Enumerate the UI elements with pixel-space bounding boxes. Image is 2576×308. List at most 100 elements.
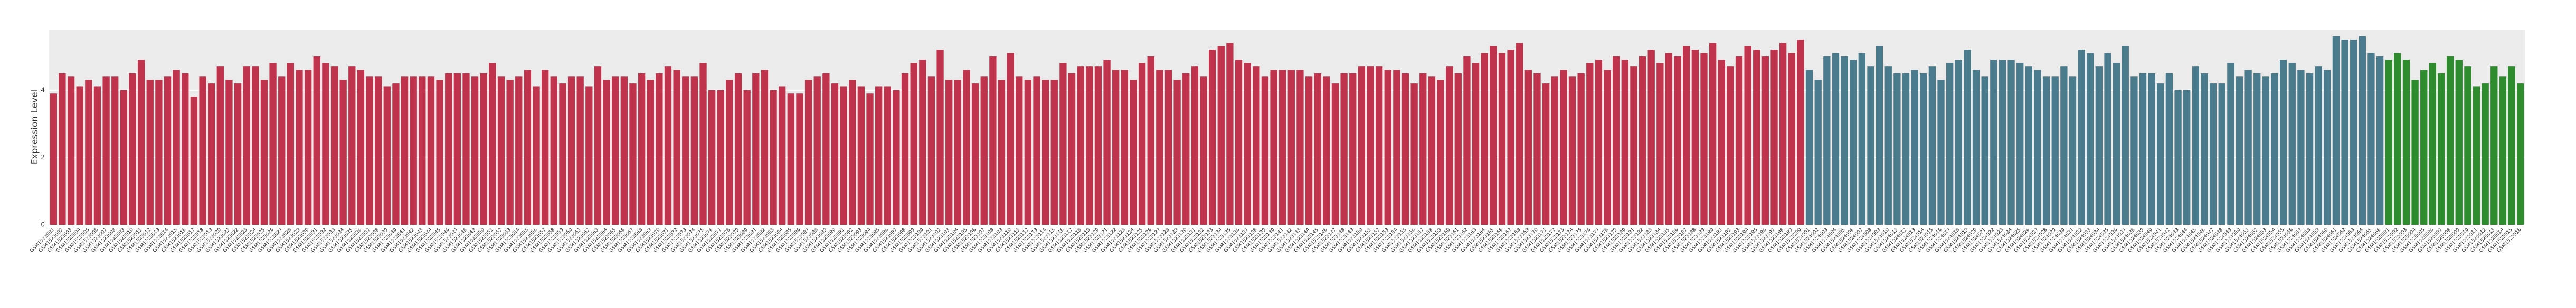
bar (1437, 80, 1444, 225)
bar (1524, 70, 1532, 225)
bar (1613, 56, 1620, 225)
bar (770, 90, 777, 225)
bar (585, 86, 593, 225)
bar (2025, 66, 2032, 225)
bar (1130, 80, 1137, 225)
bar (1358, 66, 1366, 225)
bar (2104, 53, 2111, 225)
bar (2201, 73, 2208, 225)
bar (2113, 63, 2120, 225)
bar (2236, 76, 2243, 225)
bar (1788, 53, 1795, 225)
bar (480, 73, 487, 225)
bar (2016, 63, 2024, 225)
bar (1112, 70, 1120, 225)
bar (120, 90, 128, 225)
bar (1893, 73, 1901, 225)
bar (137, 60, 145, 225)
bar (893, 90, 900, 225)
bar (392, 83, 400, 225)
bar (2464, 66, 2471, 225)
bar (2157, 83, 2164, 225)
bar (216, 66, 224, 225)
bar (445, 73, 452, 225)
bar (1981, 76, 1988, 225)
bar (1902, 73, 1910, 225)
bar (419, 76, 426, 225)
bar (1016, 76, 1023, 225)
bar (1050, 80, 1058, 225)
bar (339, 80, 347, 225)
bar (260, 80, 268, 225)
bar (278, 76, 286, 225)
bar (1683, 46, 1690, 225)
bar (1744, 46, 1751, 225)
bar (453, 73, 461, 225)
bar (1639, 56, 1646, 225)
bar (2148, 73, 2155, 225)
bar (313, 56, 320, 225)
bar (620, 76, 628, 225)
bar (594, 66, 602, 225)
bar (1665, 53, 1673, 225)
bar (664, 66, 672, 225)
bar (146, 80, 154, 225)
bar (2359, 36, 2366, 225)
bar (1867, 66, 1874, 225)
bar (2499, 76, 2507, 225)
bar (673, 70, 680, 225)
bar (1401, 73, 1409, 225)
bar (2341, 40, 2348, 225)
bar (129, 73, 136, 225)
bar (1314, 73, 1321, 225)
bar (1946, 63, 1954, 225)
bar (102, 76, 110, 225)
bar (1208, 50, 1216, 225)
bar (1507, 50, 1514, 225)
bar (1937, 80, 1945, 225)
bar (1033, 76, 1040, 225)
bar (875, 86, 883, 225)
bar (269, 63, 277, 225)
bar (2139, 73, 2147, 225)
bar (1999, 60, 2006, 225)
bar (1296, 70, 1304, 225)
bar (462, 73, 470, 225)
bar (2051, 76, 2059, 225)
bar (1674, 56, 1681, 225)
bar (866, 93, 874, 225)
bar (1533, 73, 1541, 225)
bar (1472, 63, 1480, 225)
bar (322, 63, 329, 225)
bar (1884, 66, 1892, 225)
bar (2262, 76, 2270, 225)
bar (67, 76, 75, 225)
bar (1551, 76, 1558, 225)
bar (2297, 70, 2305, 225)
bar (1147, 56, 1154, 225)
bar (489, 63, 496, 225)
bar (427, 76, 435, 225)
bar (796, 93, 803, 225)
bar (1814, 80, 1822, 225)
bar (840, 86, 847, 225)
bar (1920, 73, 1927, 225)
bar (954, 80, 961, 225)
bar (2438, 73, 2445, 225)
bar (1305, 76, 1313, 225)
bar (1200, 76, 1207, 225)
bar (243, 66, 250, 225)
bar (1156, 70, 1163, 225)
bar (936, 50, 944, 225)
bar (2183, 90, 2191, 225)
bar (383, 86, 391, 225)
bar (252, 66, 259, 225)
bar (2455, 60, 2463, 225)
bar (1621, 60, 1628, 225)
bar (989, 56, 997, 225)
bar (901, 73, 909, 225)
bar (629, 83, 637, 225)
bar (1138, 63, 1146, 225)
bar (296, 70, 303, 225)
bar (2087, 53, 2094, 225)
